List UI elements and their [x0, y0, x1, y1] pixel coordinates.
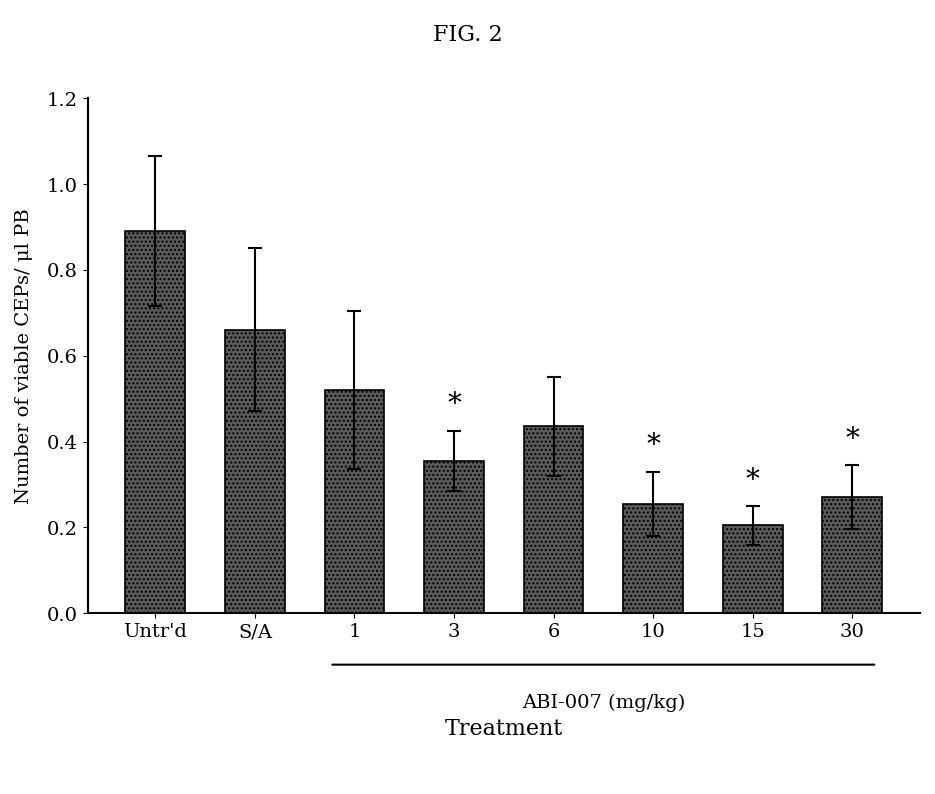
Y-axis label: Number of viable CEPs/ μl PB: Number of viable CEPs/ μl PB — [15, 208, 33, 503]
Bar — [125, 232, 185, 613]
Bar — [324, 391, 384, 613]
Text: *: * — [845, 426, 859, 453]
Text: *: * — [447, 391, 461, 418]
Bar — [624, 504, 683, 613]
Bar — [424, 461, 484, 613]
Bar — [723, 526, 783, 613]
Text: FIG. 2: FIG. 2 — [433, 24, 502, 46]
Text: ABI-007 (mg/kg): ABI-007 (mg/kg) — [522, 693, 685, 711]
Bar — [524, 426, 583, 613]
Text: *: * — [746, 466, 759, 493]
Bar — [225, 330, 285, 613]
Text: *: * — [646, 432, 660, 459]
X-axis label: Treatment: Treatment — [445, 717, 563, 739]
Bar — [823, 498, 882, 613]
